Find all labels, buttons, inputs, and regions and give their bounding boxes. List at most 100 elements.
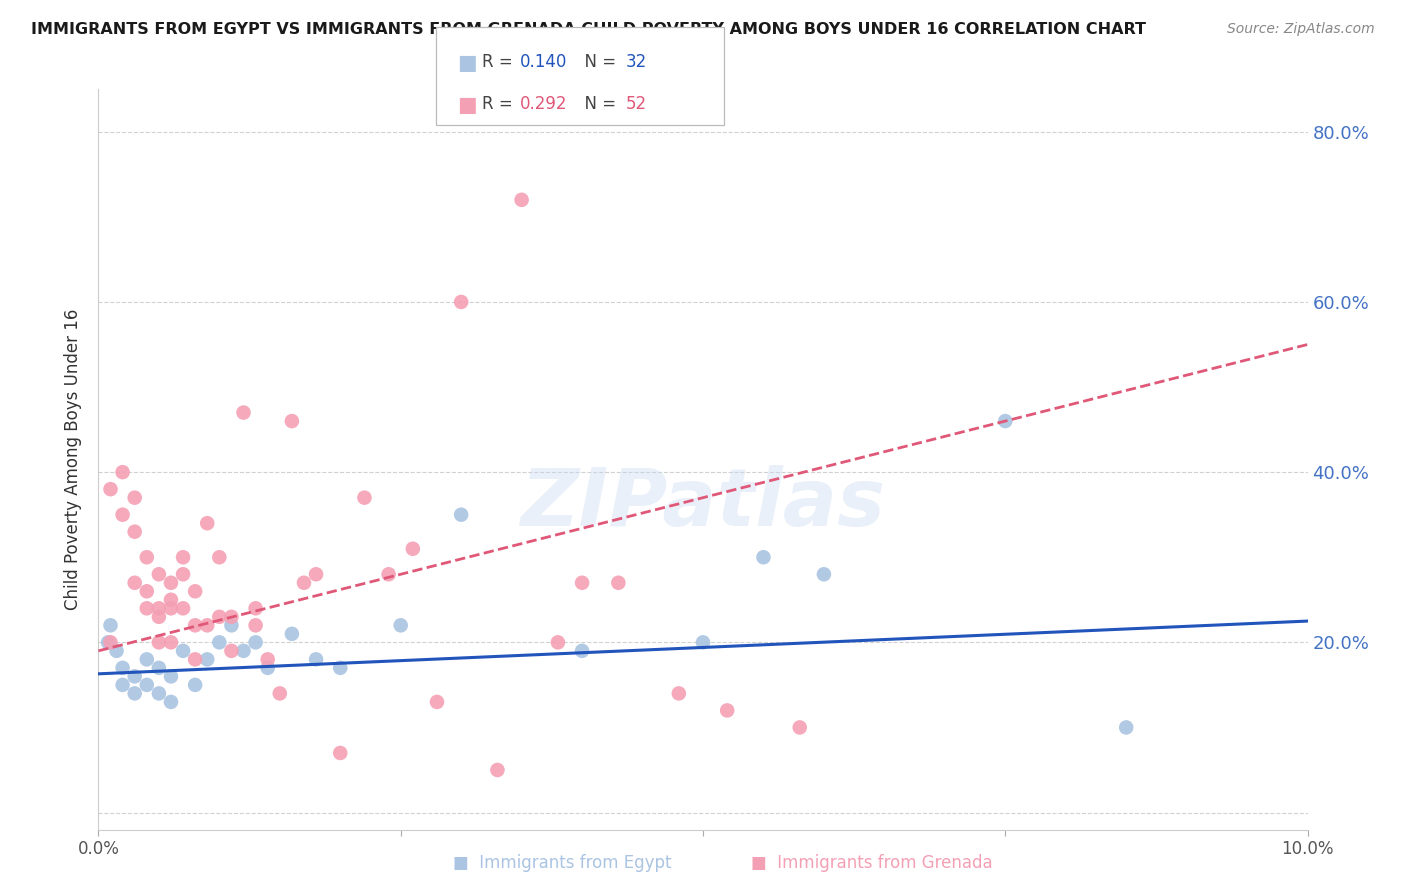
Point xyxy=(172,601,194,615)
Text: 32: 32 xyxy=(626,53,647,70)
Point xyxy=(813,567,835,582)
Point xyxy=(148,609,170,624)
Point xyxy=(124,491,146,505)
Point xyxy=(450,295,472,310)
Point xyxy=(607,575,630,590)
Point xyxy=(160,575,183,590)
Point xyxy=(124,686,146,700)
Point xyxy=(172,550,194,565)
Point xyxy=(148,567,170,582)
Point xyxy=(281,414,304,428)
Point xyxy=(148,635,170,649)
Point xyxy=(692,635,714,649)
Text: 0.140: 0.140 xyxy=(520,53,568,70)
Point xyxy=(160,592,183,607)
Point xyxy=(172,644,194,658)
Point xyxy=(389,618,412,632)
Point xyxy=(105,644,128,658)
Point xyxy=(97,635,120,649)
Text: N =: N = xyxy=(574,95,621,113)
Point xyxy=(148,601,170,615)
Point xyxy=(292,575,315,590)
Text: N =: N = xyxy=(574,53,621,70)
Point xyxy=(135,652,157,666)
Point xyxy=(184,618,207,632)
Point xyxy=(353,491,375,505)
Point xyxy=(547,635,569,649)
Point xyxy=(377,567,399,582)
Point xyxy=(510,193,533,207)
Point xyxy=(571,575,593,590)
Point xyxy=(111,465,134,479)
Text: ■  Immigrants from Grenada: ■ Immigrants from Grenada xyxy=(751,855,993,872)
Point xyxy=(148,661,170,675)
Point xyxy=(184,678,207,692)
Point xyxy=(668,686,690,700)
Point xyxy=(148,686,170,700)
Point xyxy=(305,567,328,582)
Point xyxy=(111,661,134,675)
Point xyxy=(269,686,291,700)
Point xyxy=(135,550,157,565)
Point xyxy=(208,635,231,649)
Point xyxy=(245,601,267,615)
Point xyxy=(195,516,218,531)
Point xyxy=(256,661,278,675)
Point xyxy=(256,652,278,666)
Text: ■  Immigrants from Egypt: ■ Immigrants from Egypt xyxy=(453,855,672,872)
Text: ■: ■ xyxy=(457,95,477,115)
Point xyxy=(111,678,134,692)
Point xyxy=(208,550,231,565)
Point xyxy=(232,406,254,420)
Y-axis label: Child Poverty Among Boys Under 16: Child Poverty Among Boys Under 16 xyxy=(65,309,83,610)
Point xyxy=(426,695,449,709)
Point xyxy=(160,635,183,649)
Point xyxy=(994,414,1017,428)
Point xyxy=(221,609,243,624)
Point xyxy=(208,609,231,624)
Text: R =: R = xyxy=(482,53,519,70)
Point xyxy=(402,541,425,556)
Point xyxy=(1115,721,1137,735)
Point xyxy=(111,508,134,522)
Point xyxy=(184,584,207,599)
Point xyxy=(486,763,509,777)
Point xyxy=(281,627,304,641)
Point xyxy=(450,508,472,522)
Text: Source: ZipAtlas.com: Source: ZipAtlas.com xyxy=(1227,22,1375,37)
Text: ■: ■ xyxy=(457,53,477,72)
Point xyxy=(135,678,157,692)
Point xyxy=(245,635,267,649)
Point xyxy=(100,635,122,649)
Point xyxy=(124,669,146,683)
Point xyxy=(124,524,146,539)
Point xyxy=(329,661,352,675)
Text: 52: 52 xyxy=(626,95,647,113)
Point xyxy=(100,618,122,632)
Point xyxy=(172,567,194,582)
Point xyxy=(571,644,593,658)
Point xyxy=(184,652,207,666)
Point xyxy=(195,652,218,666)
Text: R =: R = xyxy=(482,95,519,113)
Point xyxy=(124,575,146,590)
Point xyxy=(221,618,243,632)
Point xyxy=(752,550,775,565)
Text: ZIPatlas: ZIPatlas xyxy=(520,465,886,543)
Point xyxy=(160,695,183,709)
Point xyxy=(305,652,328,666)
Point xyxy=(716,703,738,717)
Text: IMMIGRANTS FROM EGYPT VS IMMIGRANTS FROM GRENADA CHILD POVERTY AMONG BOYS UNDER : IMMIGRANTS FROM EGYPT VS IMMIGRANTS FROM… xyxy=(31,22,1146,37)
Point xyxy=(245,618,267,632)
Point xyxy=(135,601,157,615)
Point xyxy=(160,669,183,683)
Point xyxy=(195,618,218,632)
Point xyxy=(329,746,352,760)
Text: 0.292: 0.292 xyxy=(520,95,568,113)
Point xyxy=(232,644,254,658)
Point xyxy=(221,644,243,658)
Point xyxy=(160,601,183,615)
Point xyxy=(100,482,122,496)
Point xyxy=(135,584,157,599)
Point xyxy=(789,721,811,735)
